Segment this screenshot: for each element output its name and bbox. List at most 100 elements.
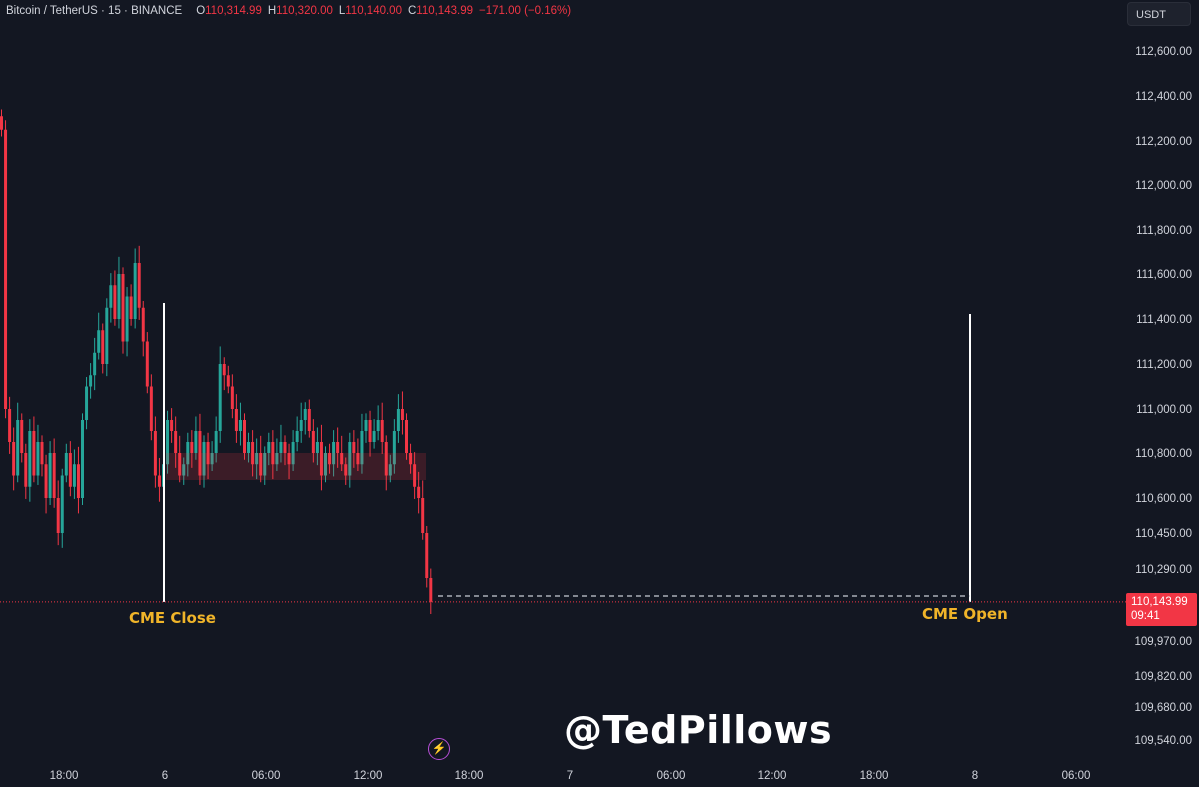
change-value: −171.00 (−0.16%) [478, 5, 572, 17]
time-axis[interactable]: 18:00 6 06:00 12:00 18:00 7 06:00 12:00 18:00 8 06… [50, 770, 1091, 782]
candle-body [36, 442, 40, 476]
candle-body [218, 364, 222, 431]
high-value: 110,320.00 [276, 5, 333, 17]
candle-body [364, 420, 368, 431]
price-tick-label: 109,820.00 [1134, 671, 1192, 683]
candle-body [4, 129, 8, 409]
candle-body [340, 453, 344, 465]
price-tick-label: 110,290.00 [1135, 564, 1192, 576]
time-tick-label: 06:00 [657, 770, 686, 782]
lightning-icon[interactable]: ⚡ [428, 738, 450, 760]
candle-body [283, 442, 287, 453]
candle-body [287, 453, 291, 465]
candle-body [198, 431, 202, 476]
bar-countdown: 09:41 [1131, 610, 1160, 622]
candle-body [129, 296, 133, 319]
candle-body [234, 409, 238, 431]
candle-body [101, 330, 105, 364]
price-tick-label: 109,970.00 [1134, 636, 1192, 648]
candle-body [44, 464, 48, 498]
candle-body [328, 453, 332, 465]
time-tick-label: 12:00 [354, 770, 383, 782]
candle-body [153, 431, 157, 476]
candle-body [275, 453, 279, 465]
candle-body [105, 307, 109, 364]
price-tick-label: 109,540.00 [1134, 735, 1192, 747]
symbol-title[interactable]: Bitcoin / TetherUS · 15 · BINANCE [6, 5, 183, 17]
price-tick-label: 112,600.00 [1135, 46, 1192, 58]
candle-body [202, 442, 206, 476]
candle-body [93, 352, 97, 376]
time-tick-label: 6 [162, 770, 168, 782]
candle-body [64, 453, 68, 476]
candle-body [400, 409, 404, 420]
candle-body [425, 533, 429, 578]
candle-body [226, 375, 230, 387]
price-tick-label: 111,600.00 [1136, 269, 1192, 281]
candle-body [368, 420, 372, 442]
currency-selector[interactable]: USDT [1127, 2, 1191, 26]
cme-open-label: CME Open [922, 605, 1008, 623]
weekend-range-zone [166, 453, 426, 480]
candle-body [121, 274, 125, 342]
candle-body [97, 330, 101, 353]
candle-body [421, 498, 425, 533]
open-label: O [196, 5, 206, 17]
candle-body [267, 442, 271, 453]
candle-body [113, 285, 117, 319]
candle-body [352, 442, 356, 453]
price-tick-label: 112,200.00 [1135, 136, 1192, 148]
candle-body [315, 442, 319, 453]
price-axis[interactable]: 112,600.00 112,400.00 112,200.00 112,000.00… [1134, 46, 1192, 747]
candle-body [396, 409, 400, 431]
candle-body [186, 442, 190, 465]
time-tick-label: 18:00 [455, 770, 484, 782]
candle-body [170, 420, 174, 431]
candle-body [60, 475, 64, 533]
candle-body [12, 442, 16, 476]
candle-body [133, 263, 137, 319]
candle-body [137, 263, 141, 308]
candle-body [299, 420, 303, 431]
candle-body [263, 453, 267, 476]
candle-body [178, 453, 182, 476]
candle-body [324, 453, 327, 476]
candle-body [81, 420, 84, 498]
candle-body [166, 420, 170, 465]
time-tick-label: 7 [567, 770, 573, 782]
candle-body [356, 453, 360, 465]
candle-body [307, 409, 311, 431]
candle-body [303, 409, 307, 420]
candle-body [255, 453, 259, 465]
open-value: 110,314.99 [205, 5, 262, 17]
candle-body [243, 420, 246, 453]
price-tick-label: 109,680.00 [1134, 702, 1192, 714]
candle-body [89, 375, 93, 387]
candle-body [291, 442, 295, 465]
candle-body [52, 453, 56, 498]
candle-body [210, 453, 214, 465]
candle-body [405, 420, 408, 453]
candle-body [24, 453, 28, 487]
candle-body [125, 296, 129, 342]
candle-body [336, 442, 340, 453]
price-tick-label: 111,000.00 [1136, 404, 1192, 416]
candle-body [230, 386, 234, 409]
candle-body [206, 442, 210, 465]
candle-body [348, 442, 352, 476]
low-value: 110,140.00 [345, 5, 402, 17]
candle-body [182, 464, 186, 476]
candle-body [238, 420, 242, 431]
time-tick-label: 06:00 [252, 770, 281, 782]
author-watermark: @TedPillows [564, 708, 833, 752]
candle-body [56, 498, 60, 533]
candle-body [16, 420, 20, 476]
candle-body [429, 578, 433, 602]
overlay-layer: CME Close CME Open [0, 303, 1126, 627]
candle-body [157, 475, 161, 487]
candle-body [360, 431, 364, 465]
candle-body [32, 431, 36, 476]
candle-body [194, 431, 198, 453]
symbol-header: Bitcoin / TetherUS · 15 · BINANCE O 110,3… [6, 5, 571, 17]
